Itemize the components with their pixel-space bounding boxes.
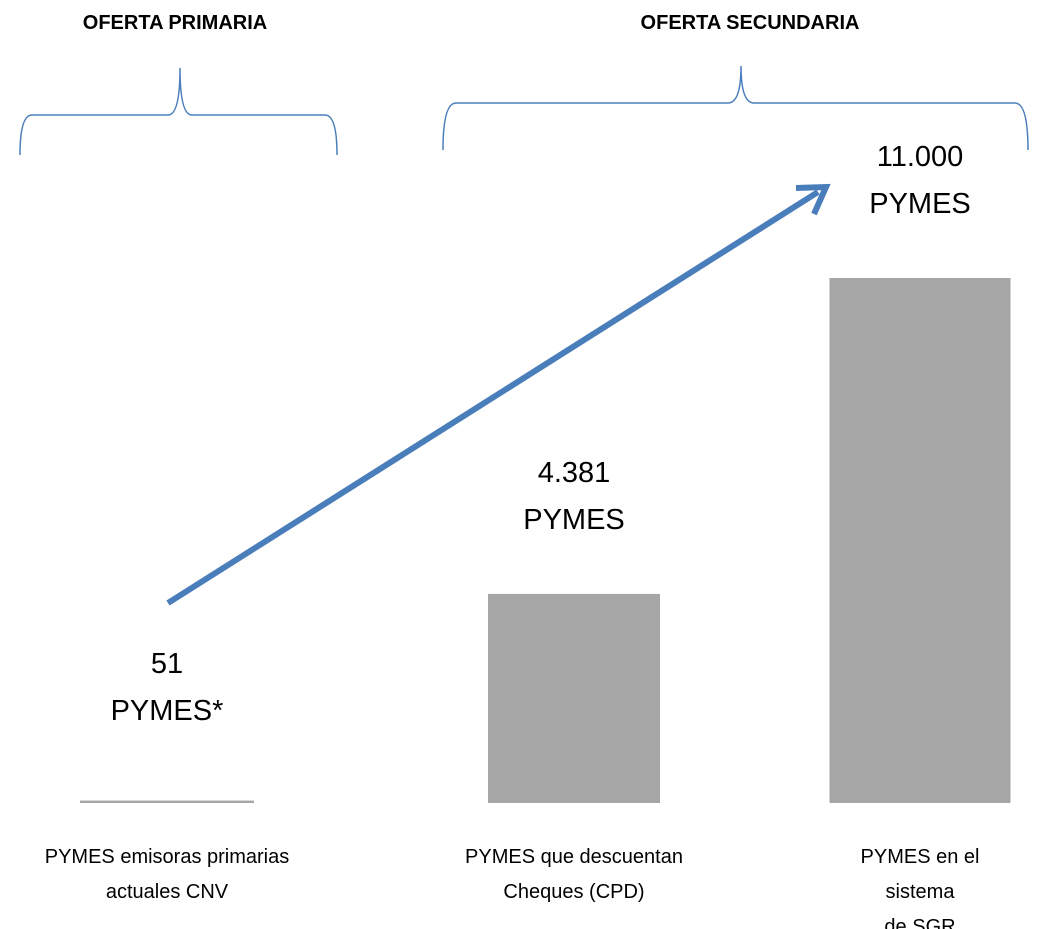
- bracket: [19, 67, 338, 156]
- x-tick-label: PYMES emisoras primarias actuales CNV: [44, 846, 290, 903]
- group-label: OFERTA SECUNDARIA: [640, 12, 860, 34]
- data-label: 51 PYMES*: [110, 648, 224, 727]
- x-tick-label: PYMES que descuentan Cheques (CPD): [465, 846, 683, 903]
- trend-arrow: [166, 189, 820, 606]
- data-label: 11.000 PYMES: [869, 141, 971, 220]
- bar: [829, 278, 1011, 803]
- data-label: 4.381 PYMES: [523, 456, 625, 536]
- bar: [488, 593, 660, 803]
- bar: [80, 800, 254, 803]
- bracket: [442, 65, 1029, 151]
- group-label: OFERTA PRIMARIA: [82, 12, 268, 34]
- arrow-head: [795, 183, 831, 216]
- x-tick-label: PYMES en el sistema de SGR: [860, 846, 980, 929]
